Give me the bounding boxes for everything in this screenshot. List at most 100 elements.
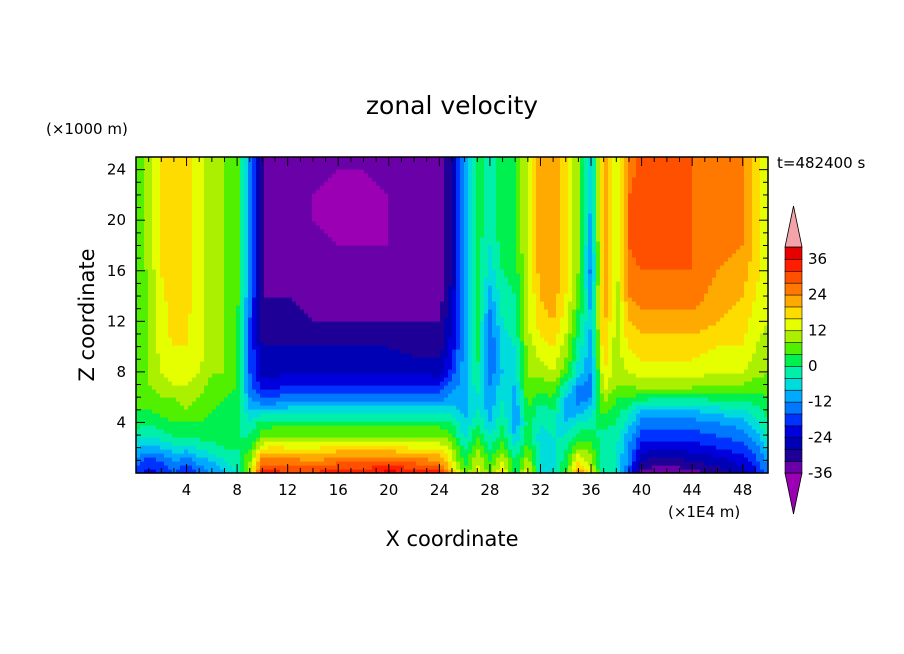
heatmap-cell [744,453,749,458]
heatmap-cell [180,469,185,474]
heatmap-cell [604,421,609,426]
heatmap-cell [176,349,181,354]
heatmap-cell [608,465,613,470]
heatmap-cell [168,425,173,430]
heatmap-cell [192,393,197,398]
heatmap-cell [180,465,185,470]
heatmap-cell [304,453,309,458]
heatmap-cell [740,441,745,446]
heatmap-cell [348,437,353,442]
heatmap-cell [384,365,389,370]
heatmap-cell [420,401,425,406]
heatmap-cell [468,429,473,434]
heatmap-cell [152,441,157,446]
heatmap-cell [228,469,233,474]
heatmap-cell [200,385,205,390]
heatmap-cell [648,381,653,386]
heatmap-cell [136,353,141,358]
heatmap-cell [376,369,381,374]
heatmap-cell [316,413,321,418]
heatmap-cell [744,461,749,466]
heatmap-cell [668,425,673,430]
heatmap-cell [640,381,645,386]
heatmap-cell [496,361,501,366]
heatmap-cell [380,381,385,386]
heatmap-cell [732,429,737,434]
heatmap-cell [552,445,557,450]
heatmap-cell [472,421,477,426]
heatmap-cell [692,413,697,418]
heatmap-cell [400,377,405,382]
heatmap-cell [480,349,485,354]
heatmap-cell [500,429,505,434]
heatmap-cell [360,353,365,358]
heatmap-cell [572,365,577,370]
heatmap-cell [628,369,633,374]
heatmap-cell [340,409,345,414]
heatmap-cell [452,433,457,438]
heatmap-cell [408,421,413,426]
heatmap-cell [456,373,461,378]
heatmap-cell [516,381,521,386]
heatmap-cell [724,425,729,430]
heatmap-cell [312,449,317,454]
heatmap-cell [172,385,177,390]
heatmap-cell [384,453,389,458]
heatmap-cell [548,433,553,438]
heatmap-cell [664,357,669,362]
heatmap-cell [268,449,273,454]
heatmap-cell [488,405,493,410]
heatmap-cell [316,461,321,466]
heatmap-cell [532,417,537,422]
heatmap-cell [556,353,561,358]
heatmap-cell [344,401,349,406]
heatmap-cell [368,401,373,406]
heatmap-cell [136,377,141,382]
heatmap-cell [264,465,269,470]
heatmap-cell [584,369,589,374]
heatmap-cell [736,429,741,434]
heatmap-cell [440,345,445,350]
heatmap-cell [160,449,165,454]
heatmap-cell [360,461,365,466]
heatmap-cell [456,433,461,438]
heatmap-cell [624,449,629,454]
heatmap-cell [376,365,381,370]
heatmap-cell [168,381,173,386]
heatmap-cell [688,449,693,454]
heatmap-cell [316,345,321,350]
heatmap-cell [176,421,181,426]
heatmap-cell [720,377,725,382]
heatmap-cell [172,421,177,426]
heatmap-cell [156,425,161,430]
heatmap-cell [252,425,257,430]
heatmap-cell [328,461,333,466]
heatmap-cell [748,429,753,434]
heatmap-cell [628,393,633,398]
heatmap-cell [708,361,713,366]
heatmap-cell [204,433,209,438]
heatmap-cell [484,417,489,422]
heatmap-cell [652,369,657,374]
heatmap-cell [448,357,453,362]
heatmap-cell [652,433,657,438]
heatmap-cell [408,461,413,466]
heatmap-cell [740,445,745,450]
heatmap-cell [740,349,745,354]
heatmap-cell [376,381,381,386]
heatmap-cell [548,453,553,458]
heatmap-cell [760,389,765,394]
heatmap-cell [280,433,285,438]
heatmap-cell [472,437,477,442]
heatmap-cell [680,469,685,474]
heatmap-cell [640,353,645,358]
heatmap-cell [756,357,761,362]
heatmap-cell [656,457,661,462]
heatmap-cell [680,365,685,370]
heatmap-cell [484,385,489,390]
heatmap-cell [196,377,201,382]
heatmap-cell [296,441,301,446]
heatmap-cell [700,425,705,430]
heatmap-cell [452,361,457,366]
heatmap-cell [292,457,297,462]
